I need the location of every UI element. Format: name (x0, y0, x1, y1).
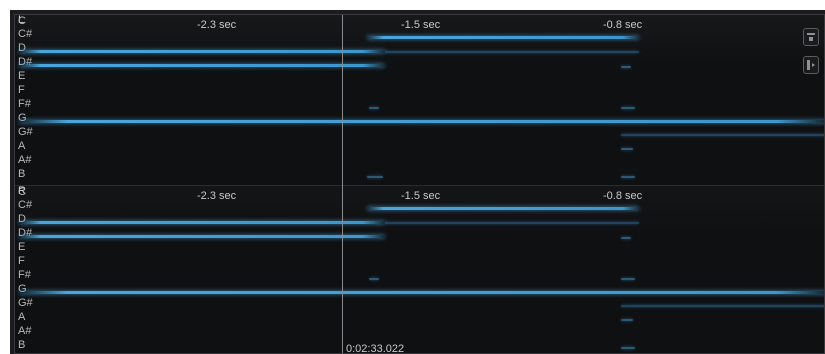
pitch-trace-d (19, 221, 385, 224)
pitch-trace-g (19, 291, 824, 294)
note-label-d: D (18, 42, 26, 54)
note-label-g-sharp: G# (18, 126, 33, 138)
pitch-blip (621, 347, 635, 349)
note-label-e: E (18, 241, 26, 253)
note-label-a: A (18, 311, 26, 323)
pitch-blip (369, 278, 379, 280)
note-label-e: E (18, 70, 26, 82)
channel-label: L (18, 15, 25, 26)
cursor-timecode: 0:02:33.022 (346, 343, 405, 354)
note-label-g: G (18, 112, 27, 124)
pitch-blip (369, 107, 379, 109)
chromagram-display[interactable]: L C C# D D# E F F# G G# A A# B -2.3 sec … (14, 14, 825, 354)
pitch-trace-c-sharp (367, 36, 639, 39)
note-label-a-sharp: A# (18, 325, 32, 337)
note-label-f: F (18, 255, 25, 267)
note-label-g: G (18, 283, 27, 295)
freeze-icon (807, 33, 815, 41)
note-label-b: B (18, 339, 26, 351)
note-label-c-sharp: C# (18, 28, 33, 40)
playhead-cursor[interactable] (342, 15, 343, 353)
time-marker-label: -2.3 sec (197, 190, 237, 202)
pitch-blip (621, 237, 631, 239)
pitch-blip (621, 148, 633, 150)
note-label-f: F (18, 84, 25, 96)
note-label-c: C (18, 186, 26, 198)
pitch-blip (621, 319, 633, 321)
pitch-trace-c-sharp (367, 207, 639, 210)
pitch-trace-d-faint (385, 51, 639, 53)
export-button[interactable] (803, 56, 819, 74)
pitch-trace-d-sharp (19, 235, 385, 238)
note-label-c-sharp: C# (18, 199, 33, 211)
note-label-g-sharp: G# (18, 297, 33, 309)
spectrum-viewer: L C C# D D# E F F# G G# A A# B -2.3 sec … (10, 10, 825, 354)
note-label-b: B (18, 168, 26, 180)
pitch-trace-d-sharp (19, 64, 385, 67)
pitch-trace-d-faint (385, 222, 639, 224)
pitch-trace-g-sharp (621, 134, 824, 136)
freeze-button[interactable] (803, 28, 819, 46)
pitch-trace-d (19, 50, 385, 53)
note-label-a: A (18, 140, 26, 152)
channel-left-pane: L C C# D D# E F F# G G# A A# B -2.3 sec … (15, 15, 824, 185)
time-marker-label: -0.8 sec (603, 190, 643, 202)
pitch-trace-g (19, 120, 824, 123)
pitch-blip (621, 278, 635, 280)
pitch-trace-g-sharp (621, 305, 824, 307)
channel-label: R (18, 185, 26, 197)
time-marker-label: -1.5 sec (401, 19, 441, 31)
note-label-c: C (18, 15, 26, 27)
time-marker-label: -0.8 sec (603, 19, 643, 31)
channel-right-pane: R C C# D D# E F F# G G# A A# B -2.3 sec … (15, 185, 824, 353)
time-marker-label: -1.5 sec (401, 190, 441, 202)
note-label-f-sharp: F# (18, 98, 31, 110)
export-icon (807, 60, 815, 70)
time-marker-label: -2.3 sec (197, 19, 237, 31)
note-label-d: D (18, 213, 26, 225)
pitch-blip (621, 176, 635, 178)
pitch-blip (621, 66, 631, 68)
note-label-f-sharp: F# (18, 269, 31, 281)
pitch-blip (367, 176, 383, 178)
pitch-blip (621, 107, 635, 109)
note-label-a-sharp: A# (18, 154, 32, 166)
